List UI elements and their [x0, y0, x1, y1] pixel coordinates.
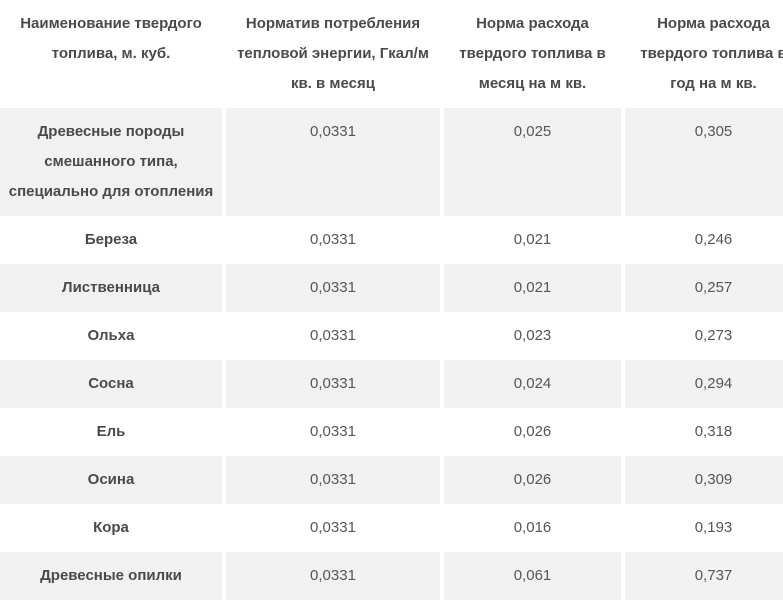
yearly-rate-cell: 0,309	[621, 456, 783, 504]
monthly-rate-cell: 0,061	[440, 552, 621, 600]
yearly-rate-cell: 0,305	[621, 108, 783, 216]
monthly-rate-cell: 0,025	[440, 108, 621, 216]
fuel-name-cell: Кора	[0, 504, 222, 552]
heat-norm-cell: 0,0331	[222, 360, 440, 408]
fuel-name-cell: Древесные породы смешанного типа, специа…	[0, 108, 222, 216]
fuel-name-cell: Ель	[0, 408, 222, 456]
fuel-name-cell: Осина	[0, 456, 222, 504]
yearly-rate-cell: 0,193	[621, 504, 783, 552]
fuel-name-cell: Лиственница	[0, 264, 222, 312]
table-row: Сосна 0,0331 0,024 0,294	[0, 360, 783, 408]
table-header: Наименование твердого топлива, м. куб. Н…	[0, 0, 783, 108]
monthly-rate-cell: 0,016	[440, 504, 621, 552]
yearly-rate-cell: 0,273	[621, 312, 783, 360]
heat-norm-cell: 0,0331	[222, 216, 440, 264]
heat-norm-cell: 0,0331	[222, 504, 440, 552]
table-body: Древесные породы смешанного типа, специа…	[0, 108, 783, 600]
table-row: Осина 0,0331 0,026 0,309	[0, 456, 783, 504]
yearly-rate-cell: 0,318	[621, 408, 783, 456]
fuel-name-cell: Древесные опилки	[0, 552, 222, 600]
monthly-rate-cell: 0,026	[440, 456, 621, 504]
table-row: Лиственница 0,0331 0,021 0,257	[0, 264, 783, 312]
heat-norm-cell: 0,0331	[222, 312, 440, 360]
header-cell-yearly-rate: Норма расхода твердого топлива в год на …	[621, 0, 783, 108]
heat-norm-cell: 0,0331	[222, 108, 440, 216]
heat-norm-cell: 0,0331	[222, 264, 440, 312]
yearly-rate-cell: 0,246	[621, 216, 783, 264]
header-cell-heat-norm: Норматив потребления тепловой энергии, Г…	[222, 0, 440, 108]
header-row: Наименование твердого топлива, м. куб. Н…	[0, 0, 783, 108]
monthly-rate-cell: 0,021	[440, 264, 621, 312]
fuel-name-cell: Сосна	[0, 360, 222, 408]
table-row: Древесные опилки 0,0331 0,061 0,737	[0, 552, 783, 600]
yearly-rate-cell: 0,294	[621, 360, 783, 408]
table-row: Ольха 0,0331 0,023 0,273	[0, 312, 783, 360]
table-row: Кора 0,0331 0,016 0,193	[0, 504, 783, 552]
monthly-rate-cell: 0,023	[440, 312, 621, 360]
monthly-rate-cell: 0,024	[440, 360, 621, 408]
table-row: Древесные породы смешанного типа, специа…	[0, 108, 783, 216]
monthly-rate-cell: 0,021	[440, 216, 621, 264]
header-cell-fuel-name: Наименование твердого топлива, м. куб.	[0, 0, 222, 108]
header-cell-monthly-rate: Норма расхода твердого топлива в месяц н…	[440, 0, 621, 108]
yearly-rate-cell: 0,737	[621, 552, 783, 600]
table-row: Береза 0,0331 0,021 0,246	[0, 216, 783, 264]
fuel-name-cell: Береза	[0, 216, 222, 264]
heat-norm-cell: 0,0331	[222, 408, 440, 456]
monthly-rate-cell: 0,026	[440, 408, 621, 456]
yearly-rate-cell: 0,257	[621, 264, 783, 312]
table-row: Ель 0,0331 0,026 0,318	[0, 408, 783, 456]
heat-norm-cell: 0,0331	[222, 456, 440, 504]
fuel-name-cell: Ольха	[0, 312, 222, 360]
heat-norm-cell: 0,0331	[222, 552, 440, 600]
